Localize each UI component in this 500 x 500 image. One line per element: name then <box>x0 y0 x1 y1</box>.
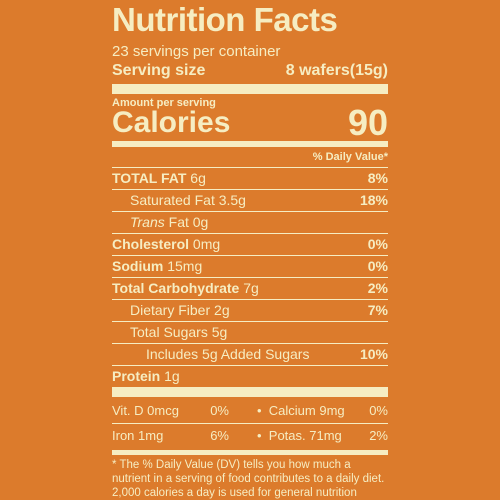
serving-size: Serving size 8 wafers(15g) <box>112 61 388 80</box>
nutrient-amount: 15mg <box>167 258 203 274</box>
medium-rule <box>112 141 388 147</box>
nutrient-row: Trans Fat 0g <box>112 211 388 233</box>
nutrient-name: Total Sugars <box>130 324 208 340</box>
nutrient-amount: 1g <box>164 368 180 384</box>
nutrition-label: Nutrition Facts 23 servings per containe… <box>112 1 388 499</box>
nutrient-amount: 5g <box>211 324 228 340</box>
nutrient-dv: 0% <box>367 236 388 252</box>
nutrient-amount: 0mg <box>192 236 221 252</box>
nutrient-row: Dietary Fiber 2g 7% <box>112 299 388 321</box>
nutrient-dv: 7% <box>367 302 388 318</box>
nutrient-row: Saturated Fat 3.5g 18% <box>112 189 388 211</box>
nutrient-row: Includes 5g Added Sugars 10% <box>112 343 388 365</box>
nutrient-name: Fat <box>168 214 189 230</box>
vitamin-name: Potas. 71mg <box>268 428 342 443</box>
nutrient-name: Cholesterol <box>112 236 190 252</box>
calories: Calories 90 <box>112 102 388 143</box>
calories-label: Calories <box>112 106 231 139</box>
nutrient-name: TOTAL FAT <box>112 170 187 186</box>
nutrient-row: Total Carbohydrate 7g 2% <box>112 277 388 299</box>
nutrient-amount: 3.5g <box>218 192 246 208</box>
nutrient-amount: 2g <box>214 302 230 318</box>
nutrient-prefix: Trans <box>130 214 165 230</box>
thick-rule <box>112 84 388 94</box>
thick-rule <box>112 387 388 397</box>
vitamin: • Calcium 9mg 0% <box>243 399 388 423</box>
servings: 23 servings per container <box>112 43 281 60</box>
nutrient-row: Total Sugars 5g <box>112 321 388 343</box>
vitamin-dv: 0% <box>369 403 388 418</box>
nutrient-name: Sodium <box>112 258 164 274</box>
vitamin-name: Vit. D 0mcg <box>112 403 179 418</box>
serving-size-value: 8 wafers(15g) <box>285 62 388 79</box>
vitamin-dv: 2% <box>369 428 388 443</box>
nutrient-amount: 7g <box>243 280 259 296</box>
vitamin-dv: 6% <box>210 428 229 443</box>
nutrient-row: TOTAL FAT 6g 8% <box>112 167 388 189</box>
vitamin-row: Iron 1mg 6% • Potas. 71mg 2% <box>112 423 388 448</box>
footnote: * The % Daily Value (DV) tells you how m… <box>112 459 385 499</box>
medium-rule <box>112 450 388 455</box>
dv-header: % Daily Value* <box>312 151 388 163</box>
calories-value: 90 <box>347 102 388 143</box>
vitamin: Vit. D 0mcg 0% <box>112 399 243 423</box>
vitamin-dv: 0% <box>210 403 229 418</box>
amount-per-serving: Amount per serving <box>112 97 216 109</box>
nutrient-dv: 10% <box>359 346 388 362</box>
nutrient-dv: 0% <box>367 258 388 274</box>
nutrient-dv: 18% <box>359 192 388 208</box>
nutrient-amount: 0g <box>192 214 209 230</box>
vitamin-name: Calcium 9mg <box>268 403 345 418</box>
vitamin: Iron 1mg 6% <box>112 424 243 448</box>
nutrient-dv: 8% <box>367 170 388 186</box>
nutrient-row: Cholesterol 0mg 0% <box>112 233 388 255</box>
nutrient-amount: 6g <box>190 170 206 186</box>
nutrient-name: Protein <box>112 368 161 384</box>
serving-size-label: Serving size <box>112 62 206 79</box>
vitamin-row: Vit. D 0mcg 0% • Calcium 9mg 0% <box>112 399 388 423</box>
nutrient-row: Sodium 15mg 0% <box>112 255 388 277</box>
vitamin: • Potas. 71mg 2% <box>243 424 388 448</box>
nutrient-name: Dietary Fiber <box>130 302 211 318</box>
vitamin-name: Iron 1mg <box>112 428 164 443</box>
nutrient-name: Includes 5g Added Sugars <box>146 346 310 362</box>
nutrient-name: Total Carbohydrate <box>112 280 240 296</box>
nutrient-dv: 2% <box>367 280 388 296</box>
nutrient-row: Protein 1g <box>112 365 388 387</box>
title: Nutrition Facts <box>112 1 338 38</box>
nutrient-name: Saturated Fat <box>130 192 215 208</box>
